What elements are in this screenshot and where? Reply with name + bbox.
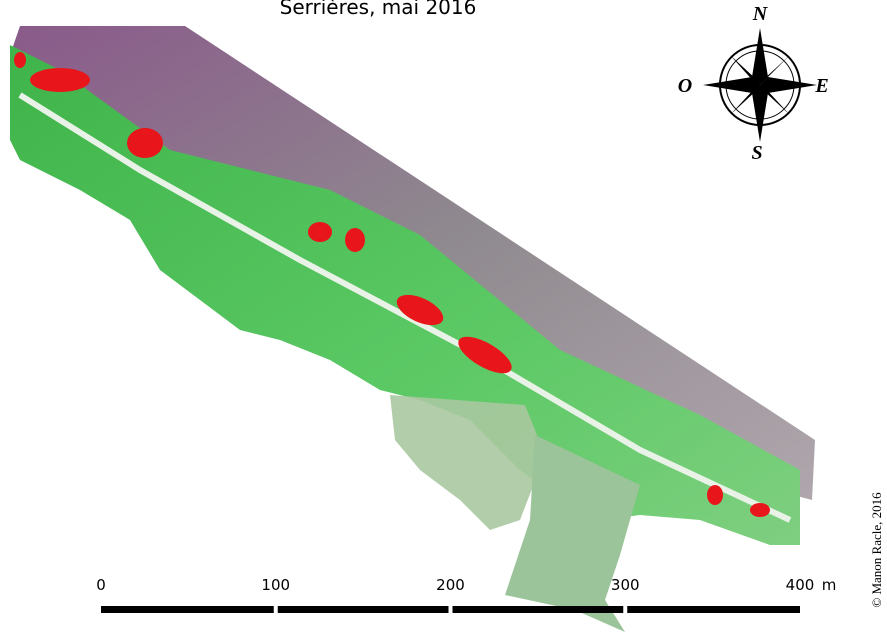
scale-segment [277,606,449,613]
map-title: Serrières, mai 2016 [280,0,477,19]
compass-west: O [678,75,692,97]
road [18,92,792,523]
scale-label: 300 [611,576,640,594]
scale-segment [627,606,800,613]
field [390,395,545,530]
scale-label: 0 [96,576,106,594]
vegetation [10,45,800,545]
scale-unit: m [822,576,837,594]
compass: N S E O [678,3,829,164]
credit: © Manon Racle, 2016 [869,492,884,608]
scale-label: 100 [261,576,290,594]
aerial-image [10,26,815,632]
scale-label: 200 [436,576,465,594]
scale-label: 400 [786,576,815,594]
scale-bar: 0 100 200 300 400 [96,576,814,613]
scale-segment [452,606,624,613]
field [505,435,640,632]
compass-south: S [751,142,762,164]
scale-segment [101,606,274,613]
hotspots [14,52,770,517]
compass-east: E [814,75,828,97]
compass-north: N [752,3,769,25]
